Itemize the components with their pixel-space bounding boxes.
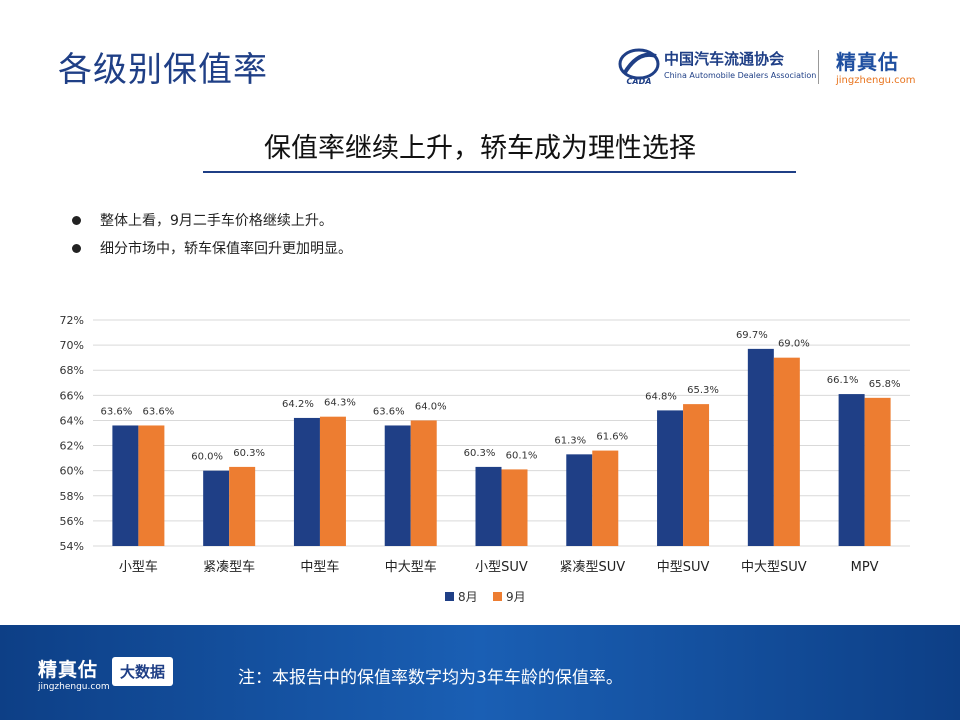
bigdata-badge: 大数据 <box>112 657 173 686</box>
footer-bar: 精真估 jingzhengu.com 大数据 注：本报告中的保值率数字均为3年车… <box>0 625 960 720</box>
y-tick-label: 56% <box>60 515 84 528</box>
data-label: 69.0% <box>778 339 810 350</box>
x-tick-label: 中大型SUV <box>741 560 807 575</box>
bar <box>385 425 411 546</box>
footer-brand-name: 精真估 <box>38 655 110 682</box>
data-label: 63.6% <box>100 406 132 417</box>
x-tick-label: MPV <box>851 560 879 575</box>
x-tick-label: 中型SUV <box>657 560 710 575</box>
bar <box>566 454 592 546</box>
data-label: 60.3% <box>233 448 265 459</box>
data-label: 64.3% <box>324 398 356 409</box>
footer-brand-url: jingzhengu.com <box>38 682 110 692</box>
y-tick-label: 54% <box>60 540 84 553</box>
legend-swatch <box>493 592 502 601</box>
bar-chart: 54% 56% 58% 60% 62% 64% 66% 68% 70% 72% 63.6% 63.6%… <box>0 0 960 720</box>
x-tick-label: 中型车 <box>300 559 339 575</box>
y-tick-label: 62% <box>60 440 84 453</box>
bar <box>138 425 164 546</box>
y-tick-label: 72% <box>60 314 84 327</box>
x-tick-label: 紧凑型SUV <box>559 560 625 575</box>
y-tick-label: 70% <box>60 339 84 352</box>
bar <box>839 394 865 546</box>
y-tick-label: 66% <box>60 389 84 402</box>
data-label: 60.0% <box>191 452 223 463</box>
bar <box>320 417 346 546</box>
bar <box>657 410 683 546</box>
x-tick-label: 小型SUV <box>475 560 528 575</box>
data-label: 60.1% <box>506 450 538 461</box>
y-tick-label: 58% <box>60 490 84 503</box>
data-label: 69.7% <box>736 330 768 341</box>
bar <box>203 471 229 546</box>
bar <box>774 358 800 546</box>
y-tick-label: 64% <box>60 414 84 427</box>
bar <box>683 404 709 546</box>
data-label: 65.3% <box>687 385 719 396</box>
bar <box>476 467 502 546</box>
x-tick-label: 中大型车 <box>385 559 437 575</box>
data-label: 64.8% <box>645 391 677 402</box>
bar <box>748 349 774 546</box>
legend-label: 8月 <box>458 590 478 604</box>
bar <box>865 398 891 546</box>
footer-note: 注：本报告中的保值率数字均为3年车龄的保值率。 <box>238 663 623 688</box>
bar <box>294 418 320 546</box>
y-tick-label: 68% <box>60 364 84 377</box>
data-label: 65.8% <box>869 379 901 390</box>
data-label: 64.2% <box>282 399 314 410</box>
data-label: 63.6% <box>373 406 405 417</box>
bar <box>112 425 138 546</box>
bar <box>229 467 255 546</box>
legend-swatch <box>445 592 454 601</box>
bar <box>502 469 528 546</box>
data-label: 61.3% <box>554 435 586 446</box>
bar <box>592 451 618 546</box>
x-tick-label: 紧凑型车 <box>203 559 255 575</box>
y-tick-label: 60% <box>60 465 84 478</box>
bar <box>411 420 437 546</box>
footer-brand: 精真估 jingzhengu.com <box>38 655 110 692</box>
legend-label: 9月 <box>506 590 526 604</box>
data-label: 66.1% <box>827 375 859 386</box>
data-label: 64.0% <box>415 401 447 412</box>
data-label: 61.6% <box>596 432 628 443</box>
data-label: 60.3% <box>464 448 496 459</box>
x-tick-label: 小型车 <box>119 559 158 575</box>
data-label: 63.6% <box>142 406 174 417</box>
